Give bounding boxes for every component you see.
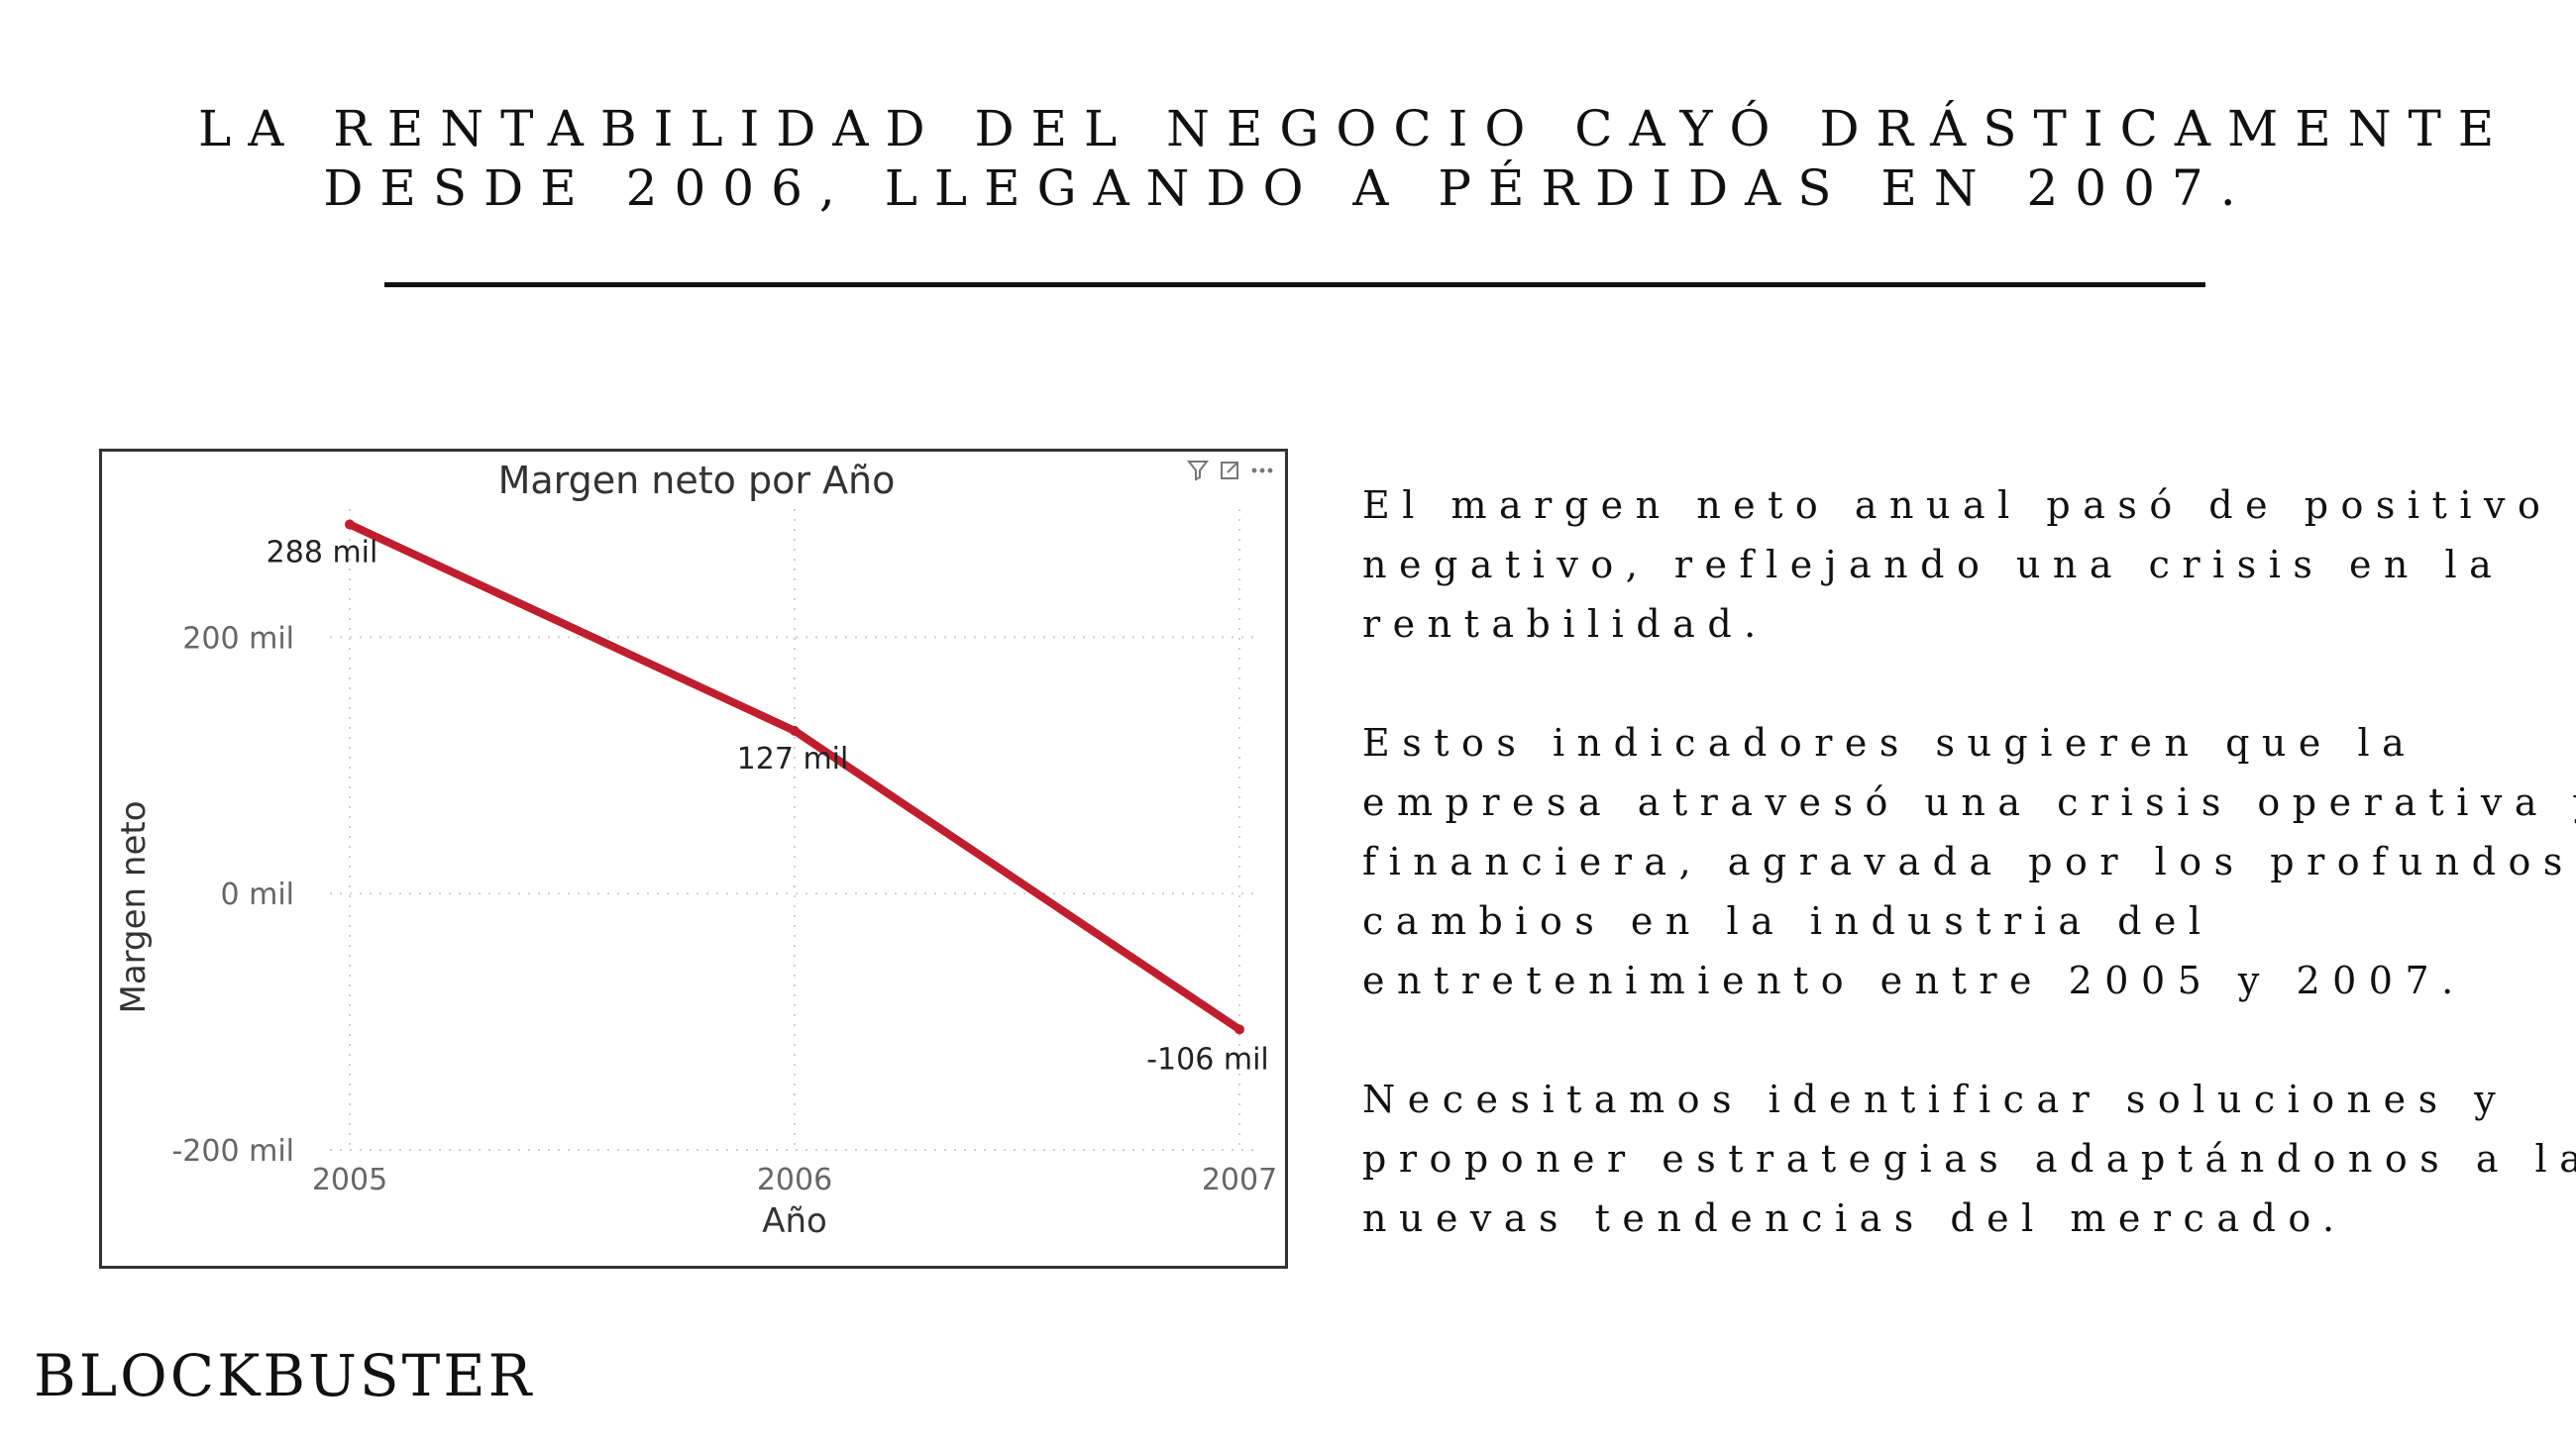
paragraph-line: Necesitamos identificar soluciones y xyxy=(1362,1078,2509,1121)
paragraph-line: Estos indicadores sugieren que la xyxy=(1362,721,2417,765)
x-tick-label: 2005 xyxy=(312,1163,387,1197)
x-tick-label: 2007 xyxy=(1202,1163,1277,1197)
analysis-text: El margen neto anual pasó de positivo a … xyxy=(1362,475,2576,1307)
headline-line-2: DESDE 2006, LLEGANDO A PÉRDIDAS EN 2007. xyxy=(323,159,2253,217)
series-layer xyxy=(345,519,1244,1035)
paragraph-line: proponer estrategias adaptándonos a las xyxy=(1362,1137,2576,1181)
data-label: 288 mil xyxy=(267,536,378,570)
filter-icon[interactable] xyxy=(1186,461,1210,481)
brand-logo: BLOCKBUSTER xyxy=(34,1342,535,1409)
paragraph-2: Estos indicadores sugieren que la empres… xyxy=(1362,713,2576,1010)
data-point[interactable] xyxy=(345,519,355,530)
headline: LA RENTABILIDAD DEL NEGOCIO CAYÓ DRÁSTIC… xyxy=(198,99,2512,218)
data-point[interactable] xyxy=(1234,1024,1244,1035)
line-chart[interactable]: -200 mil 0 mil 200 mil 2005 2006 2007 288 mil… xyxy=(102,452,1285,1266)
focus-mode-icon[interactable] xyxy=(1221,462,1238,479)
grid-layer xyxy=(330,509,1259,1151)
more-options-icon[interactable] xyxy=(1251,467,1273,473)
y-tick-label: -200 mil xyxy=(171,1134,294,1169)
paragraph-line: entretenimiento entre 2005 y 2007. xyxy=(1362,959,2466,1002)
chart-card[interactable]: -200 mil 0 mil 200 mil 2005 2006 2007 288 mil… xyxy=(99,449,1288,1269)
x-axis-title: Año xyxy=(762,1201,827,1241)
paragraph-3: Necesitamos identificar soluciones y pro… xyxy=(1362,1070,2576,1248)
paragraph-line: cambios en la industria del xyxy=(1362,899,2213,943)
paragraph-line: negativo, reflejando una crisis en la xyxy=(1362,543,2505,586)
title-divider xyxy=(384,282,2205,287)
label-layer: 288 mil 127 mil -106 mil xyxy=(267,536,1269,1078)
x-tick-label: 2006 xyxy=(757,1163,832,1197)
data-label: -106 mil xyxy=(1146,1042,1269,1077)
chart-title: Margen neto por Año xyxy=(498,459,896,502)
axis-layer: -200 mil 0 mil 200 mil 2005 2006 2007 xyxy=(171,621,1277,1197)
data-label: 127 mil xyxy=(737,742,849,776)
paragraph-line: financiera, agravada por los profundos xyxy=(1362,840,2575,883)
paragraph-line: empresa atravesó una crisis operativa y xyxy=(1362,780,2576,824)
paragraph-1: El margen neto anual pasó de positivo a … xyxy=(1362,475,2576,654)
y-tick-label: 0 mil xyxy=(220,878,294,912)
paragraph-line: rentabilidad. xyxy=(1362,602,1769,646)
data-point[interactable] xyxy=(790,725,800,736)
y-axis-title: Margen neto xyxy=(114,800,154,1013)
paragraph-line: El margen neto anual pasó de positivo a xyxy=(1362,483,2576,527)
headline-line-1: LA RENTABILIDAD DEL NEGOCIO CAYÓ DRÁSTIC… xyxy=(198,100,2512,157)
visual-header-icons xyxy=(1186,461,1273,481)
y-tick-label: 200 mil xyxy=(182,621,294,656)
paragraph-line: nuevas tendencias del mercado. xyxy=(1362,1196,2347,1240)
